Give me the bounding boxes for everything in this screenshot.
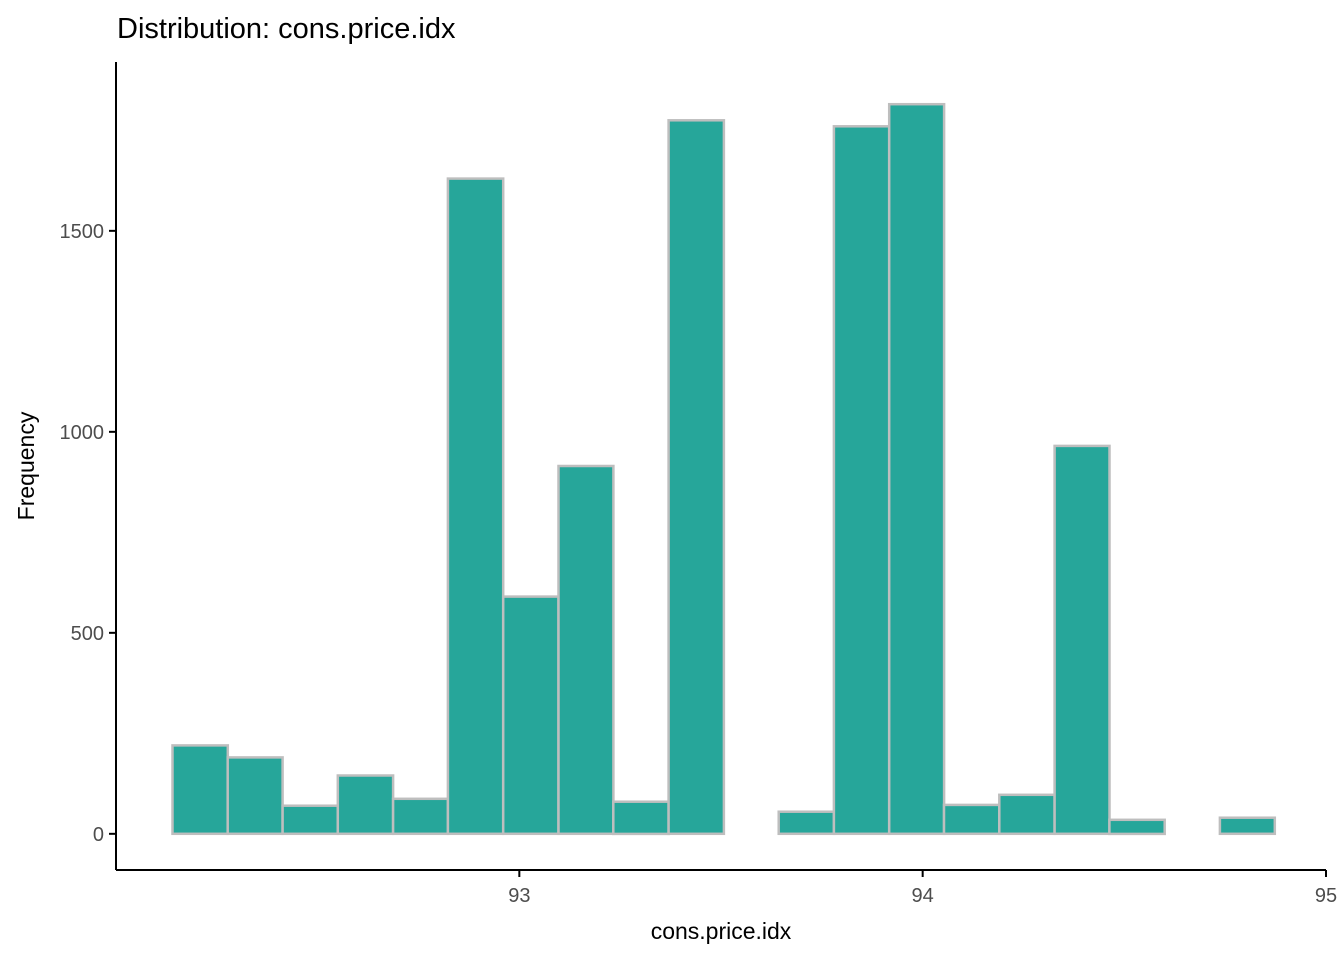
histogram-bar	[171, 744, 230, 836]
x-tick-label: 95	[1315, 885, 1337, 907]
x-axis-title: cons.price.idx	[651, 918, 792, 944]
histogram-bar	[998, 793, 1056, 836]
y-axis-ticks: 0 500 1000 1500	[60, 221, 116, 846]
x-tick-label: 93	[508, 885, 530, 907]
histogram-bar	[612, 800, 670, 836]
histogram-bar	[226, 756, 284, 836]
histogram-bar	[1108, 818, 1166, 836]
histogram-bar	[667, 119, 726, 836]
histogram-bar	[887, 102, 946, 836]
histogram-bar	[557, 464, 615, 836]
histogram-bar	[501, 595, 560, 836]
histogram-bar	[942, 803, 1001, 836]
histogram-bar	[777, 810, 836, 836]
histogram-bar	[1218, 816, 1277, 836]
y-tick-label: 1500	[60, 221, 105, 243]
x-axis-ticks: 93 94 95	[508, 870, 1337, 907]
histogram-bar	[391, 797, 450, 836]
histogram-bar	[281, 804, 340, 836]
histogram-bar	[446, 177, 505, 836]
histogram-bar	[832, 125, 891, 836]
y-tick-label: 500	[71, 623, 104, 645]
histogram-bar	[1053, 444, 1111, 836]
histogram-bar	[336, 774, 395, 836]
histogram-bars	[171, 102, 1277, 836]
x-tick-label: 94	[912, 885, 934, 907]
chart-title: Distribution: cons.price.idx	[117, 13, 456, 45]
y-tick-label: 0	[93, 824, 104, 846]
y-axis-title: Frequency	[13, 411, 39, 520]
y-tick-label: 1000	[60, 422, 105, 444]
